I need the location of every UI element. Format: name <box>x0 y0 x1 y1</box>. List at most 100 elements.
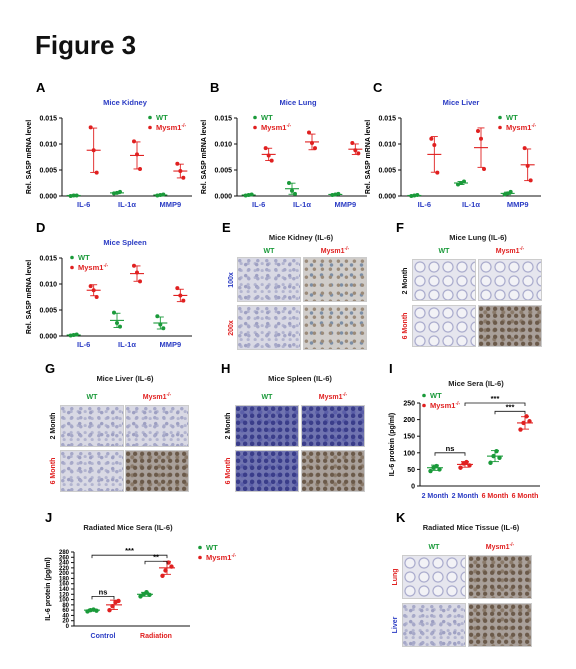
k-col-ko: Mysm1-/- <box>486 542 515 551</box>
x-tick-label: MMP9 <box>507 200 529 209</box>
data-point <box>115 190 119 195</box>
x-tick-label: 2 Month <box>422 493 449 500</box>
e-col-ko: Mysm1-/- <box>321 246 350 255</box>
data-point <box>161 326 166 331</box>
data-point <box>528 178 533 183</box>
y-tick-label: 120 <box>59 592 70 598</box>
panel-letter-g: G <box>45 361 55 376</box>
radiated-liver-ko-image <box>468 603 532 647</box>
y-tick-label: 250 <box>403 401 415 408</box>
data-point <box>502 192 507 197</box>
x-tick-label: Control <box>91 633 116 640</box>
data-point <box>135 152 139 157</box>
panel-letter-k: K <box>396 510 406 525</box>
legend-wt-label: WT <box>78 253 90 262</box>
radiated-lung-wt-image <box>402 555 466 599</box>
y-tick-label: 0 <box>66 624 70 630</box>
y-tick-label: 140 <box>59 587 70 593</box>
chart-d: 0.000 0.005 0.010 0.015 Rel. SASP mRNA level… <box>26 253 192 349</box>
data-point <box>118 189 122 194</box>
significance-bracket <box>144 560 168 565</box>
data-point <box>155 193 160 198</box>
y-tick-label: 0.015 <box>39 116 57 123</box>
data-point <box>68 194 73 198</box>
x-tick-label: MMP9 <box>334 200 356 209</box>
panel-h-title: Mice Spleen (IL-6) <box>268 374 332 383</box>
x-tick-label: IL-1α <box>293 200 311 209</box>
significance-label: ** <box>153 552 159 561</box>
panel-letter-h: H <box>221 361 230 376</box>
legend-ko-label: Mysm1-/- <box>156 123 186 132</box>
e-row-100x: 100x <box>228 272 235 288</box>
data-point <box>263 146 268 151</box>
data-point <box>415 192 420 197</box>
panel-f-title: Mice Lung (IL-6) <box>449 233 507 242</box>
panel-i-title: Mice Sera (IL-6) <box>448 379 504 388</box>
significance-label: *** <box>506 402 515 411</box>
liver-ko-6m-image <box>125 450 189 492</box>
g-col-wt: WT <box>87 394 99 401</box>
x-tick-label: IL-6 <box>77 200 90 209</box>
y-tick-label: 0.005 <box>214 168 232 175</box>
data-point <box>169 564 174 569</box>
data-point <box>249 192 254 197</box>
data-point <box>135 270 139 275</box>
h-row-2m: 2 Month <box>225 413 232 440</box>
y-tick-label: 0.015 <box>214 116 232 123</box>
chart-i: 0 50 100 150 200 250 IL-6 protein (pg/ml) 2 Mon… <box>389 391 540 500</box>
data-point <box>505 191 510 196</box>
y-tick-label: 0.000 <box>214 194 232 201</box>
h-col-wt: WT <box>262 394 274 401</box>
legend-wt-label: WT <box>506 113 518 122</box>
data-point <box>181 298 186 303</box>
y-tick-label: 0.000 <box>378 194 396 201</box>
panel-e-title: Mice Kidney (IL-6) <box>269 233 334 242</box>
legend-wt-marker <box>498 115 502 120</box>
x-tick-label: Radiation <box>140 633 172 640</box>
y-tick-label: 0.010 <box>39 142 57 149</box>
data-point <box>333 192 338 197</box>
data-point <box>428 468 433 474</box>
data-point <box>112 310 116 315</box>
legend-wt-marker <box>198 545 202 550</box>
chart-b: 0.000 0.005 0.010 0.015 Rel. SASP mRNA level… <box>201 113 367 209</box>
panel-letter-a: A <box>36 80 46 95</box>
data-point <box>456 182 460 187</box>
panel-j-title: Radiated Mice Sera (IL-6) <box>83 523 173 532</box>
x-tick-label: 6 Month <box>512 493 539 500</box>
legend-ko-marker <box>498 125 502 130</box>
kidney-ko-200x-image <box>303 305 367 350</box>
data-point <box>68 333 73 338</box>
data-point <box>112 191 116 196</box>
panel-letter-d: D <box>36 220 45 235</box>
g-row-2m: 2 Month <box>50 413 57 440</box>
y-tick-label: 200 <box>403 417 415 424</box>
legend-wt-label: WT <box>206 543 218 552</box>
g-col-ko: Mysm1-/- <box>143 392 172 401</box>
data-point <box>158 192 163 197</box>
panel-letter-j: J <box>45 510 52 525</box>
data-point <box>160 573 165 578</box>
y-tick-label: 100 <box>59 598 70 604</box>
data-point <box>491 453 496 459</box>
y-tick-label: 40 <box>62 613 69 619</box>
legend-ko-marker <box>70 265 74 270</box>
legend-ko-marker <box>422 403 426 408</box>
data-point <box>458 465 463 470</box>
data-point <box>175 161 180 166</box>
e-col-wt: WT <box>264 248 276 255</box>
panel-letter-f: F <box>396 220 404 235</box>
panel-d-title: Mice Spleen <box>103 238 147 247</box>
significance-bracket <box>91 554 168 559</box>
data-point <box>525 163 530 168</box>
spleen-wt-2m-image <box>235 405 299 447</box>
radiated-liver-wt-image <box>402 603 466 647</box>
y-tick-label: 0.005 <box>39 168 57 175</box>
legend-wt-marker <box>422 393 426 398</box>
data-point <box>313 146 317 151</box>
legend-wt-label: WT <box>261 113 273 122</box>
x-tick-label: IL-6 <box>77 340 90 349</box>
significance-label: ns <box>446 444 455 453</box>
panel-letter-e: E <box>222 220 231 235</box>
y-tick-label: 60 <box>62 608 69 614</box>
